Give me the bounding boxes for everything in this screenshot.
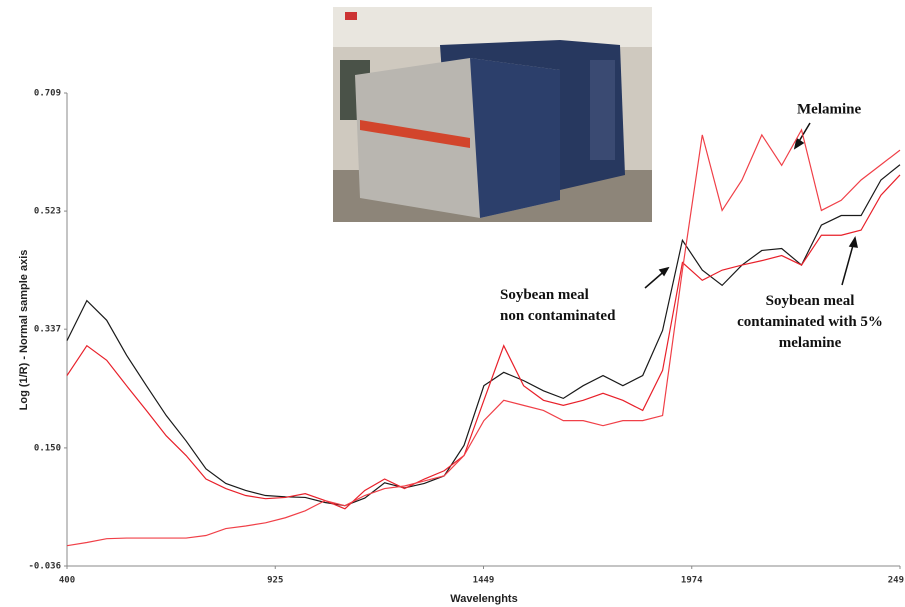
y-tick-label: 0.523 [34, 207, 61, 217]
annotation: Soybean meal non contaminated [500, 287, 616, 324]
y-tick-label: -0.036 [28, 562, 61, 572]
x-tick-label: 925 [267, 576, 283, 586]
instrument-photo [333, 7, 652, 222]
spectrum-line [66, 128, 901, 547]
y-axis-label: Log (1/R) - Normal sample axis [18, 250, 30, 411]
x-tick-label: 1449 [473, 576, 495, 586]
y-tick-label: 0.337 [34, 325, 61, 335]
x-tick-label: 1974 [681, 576, 703, 586]
x-tick-label: 400 [59, 576, 75, 586]
x-tick-label: 249 [888, 576, 904, 586]
annotation: Soybean meal contaminated with 5% melamine [737, 293, 883, 351]
annotations [644, 122, 858, 289]
spectrum-line [66, 164, 901, 507]
spectrum-line [66, 174, 901, 510]
x-axis-label: Wavelenghts [450, 593, 517, 605]
y-tick-label: 0.709 [34, 89, 61, 99]
annotation: Melamine [797, 101, 861, 117]
y-tick-label: 0.150 [34, 443, 61, 453]
